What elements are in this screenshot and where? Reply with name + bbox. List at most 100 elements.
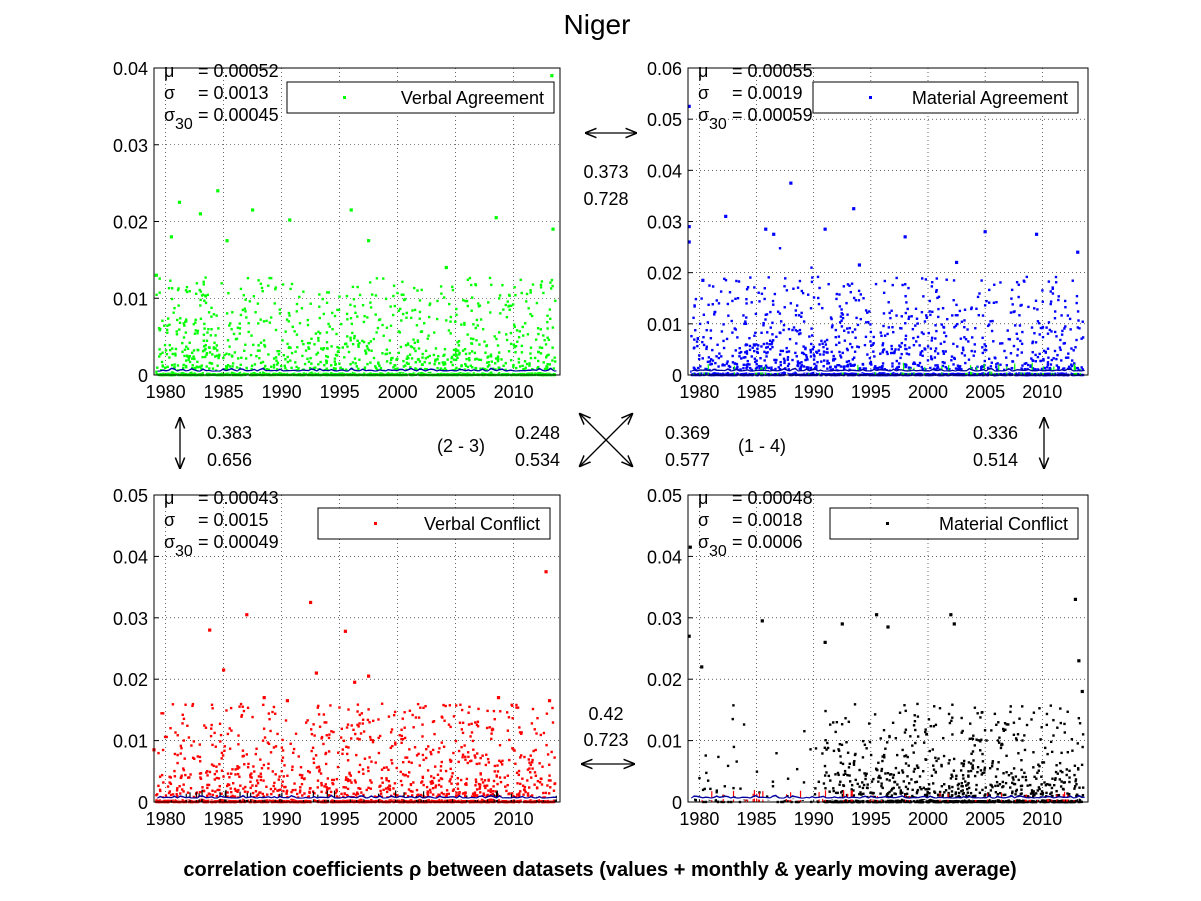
- data-point: [205, 352, 209, 355]
- data-point: [256, 302, 260, 305]
- data-point: [920, 310, 924, 314]
- outlier-point: [687, 225, 691, 229]
- x-tick-label: 2010: [494, 809, 534, 829]
- data-point: [397, 351, 400, 355]
- data-point: [451, 288, 455, 292]
- data-point: [464, 758, 467, 761]
- data-point: [496, 344, 500, 347]
- data-point: [506, 783, 509, 787]
- data-point: [164, 366, 167, 369]
- data-point: [700, 297, 703, 300]
- data-point: [260, 286, 264, 290]
- data-point: [771, 321, 774, 324]
- data-point: [783, 306, 786, 309]
- data-point: [812, 358, 816, 361]
- data-point: [284, 785, 287, 789]
- x-tick-label: 1995: [320, 382, 360, 402]
- data-point: [993, 283, 996, 286]
- data-point: [1042, 357, 1045, 361]
- data-point: [231, 794, 234, 798]
- y-tick-label: 0.01: [113, 289, 148, 309]
- data-point: [429, 780, 432, 784]
- data-point: [238, 332, 241, 335]
- data-point: [215, 314, 218, 317]
- data-point: [958, 367, 961, 370]
- data-point: [280, 770, 283, 773]
- data-point: [1046, 363, 1050, 366]
- data-point: [922, 295, 925, 298]
- data-point: [915, 340, 918, 343]
- data-point: [372, 356, 376, 360]
- data-point: [388, 784, 392, 788]
- data-point: [846, 365, 850, 368]
- data-point: [517, 357, 521, 361]
- data-point: [292, 751, 295, 754]
- data-point: [523, 360, 527, 363]
- data-point: [1025, 371, 1028, 374]
- data-point: [331, 778, 334, 782]
- data-point: [905, 347, 908, 351]
- data-point: [442, 368, 445, 372]
- data-point: [317, 799, 320, 802]
- data-point: [174, 352, 177, 355]
- data-point: [817, 296, 820, 300]
- data-point: [295, 302, 299, 306]
- data-point: [490, 732, 493, 735]
- data-point: [809, 351, 813, 354]
- x-tick-label: 1980: [146, 809, 186, 829]
- data-point: [342, 786, 345, 789]
- data-point: [225, 367, 228, 371]
- data-point: [815, 351, 819, 354]
- legend-box: [286, 81, 555, 114]
- data-point: [541, 372, 545, 375]
- data-point: [511, 303, 515, 306]
- data-point: [934, 368, 937, 371]
- data-point: [913, 373, 916, 376]
- data-point: [363, 366, 367, 369]
- data-point: [295, 365, 298, 369]
- data-point: [268, 717, 271, 721]
- data-point: [809, 307, 813, 310]
- data-point: [905, 301, 908, 304]
- data-point: [168, 343, 171, 347]
- data-point: [439, 367, 442, 370]
- data-point: [258, 371, 261, 374]
- data-point: [849, 290, 853, 294]
- data-point: [537, 332, 540, 336]
- data-point: [414, 360, 417, 364]
- data-point: [179, 792, 182, 795]
- data-point: [892, 330, 895, 334]
- data-point: [920, 331, 924, 334]
- data-point: [811, 348, 815, 351]
- data-point: [179, 776, 183, 780]
- data-point: [204, 344, 207, 347]
- data-point: [270, 276, 273, 280]
- data-point: [317, 330, 320, 334]
- data-point: [362, 793, 365, 797]
- data-point: [898, 362, 901, 365]
- data-point: [437, 355, 440, 358]
- data-point: [323, 371, 326, 374]
- data-point: [262, 763, 266, 767]
- data-point: [1027, 372, 1030, 376]
- data-point: [359, 787, 362, 790]
- data-point: [216, 788, 219, 792]
- data-point: [248, 300, 252, 303]
- data-point: [186, 355, 189, 358]
- data-point: [430, 775, 433, 778]
- data-point: [1062, 367, 1065, 370]
- stat-symbol: μ: [698, 61, 708, 81]
- data-point: [265, 367, 269, 371]
- data-point: [508, 738, 511, 742]
- data-point: [450, 355, 454, 359]
- data-point: [330, 364, 333, 367]
- data-point: [890, 309, 893, 312]
- data-point: [1041, 289, 1044, 292]
- data-point: [202, 280, 205, 284]
- data-point: [187, 356, 191, 360]
- data-point: [849, 372, 852, 375]
- data-point: [333, 372, 336, 376]
- data-point: [447, 329, 451, 332]
- data-point: [267, 742, 271, 746]
- data-point: [253, 770, 256, 773]
